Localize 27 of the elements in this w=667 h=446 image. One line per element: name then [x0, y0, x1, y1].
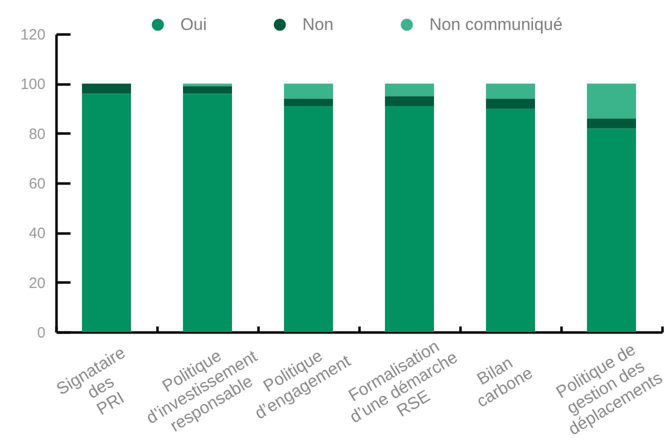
legend-label: Oui	[180, 14, 207, 34]
bar	[284, 84, 333, 99]
bar	[183, 94, 232, 332]
bar	[385, 96, 434, 106]
legend-label: Non communiqué	[429, 14, 563, 34]
y-tick-label: 0	[37, 324, 46, 342]
bar	[82, 84, 131, 94]
bar	[183, 86, 232, 94]
bar	[587, 84, 636, 118]
bar	[486, 108, 535, 332]
bar	[486, 84, 535, 99]
bar	[486, 98, 535, 108]
y-tick-label: 40	[28, 225, 46, 242]
bar	[587, 128, 636, 332]
bar	[82, 94, 131, 332]
bar	[385, 106, 434, 332]
y-tick-label: 60	[28, 176, 46, 192]
bar	[183, 84, 232, 86]
bar	[284, 106, 333, 332]
y-tick-label: 20	[28, 274, 46, 292]
legend-label: Non	[302, 14, 334, 34]
y-tick-label: 80	[28, 126, 46, 143]
bar	[284, 98, 333, 106]
bar	[385, 84, 434, 96]
y-tick-label: 100	[20, 76, 46, 94]
bar	[587, 118, 636, 128]
y-tick-label: 120	[20, 26, 46, 44]
